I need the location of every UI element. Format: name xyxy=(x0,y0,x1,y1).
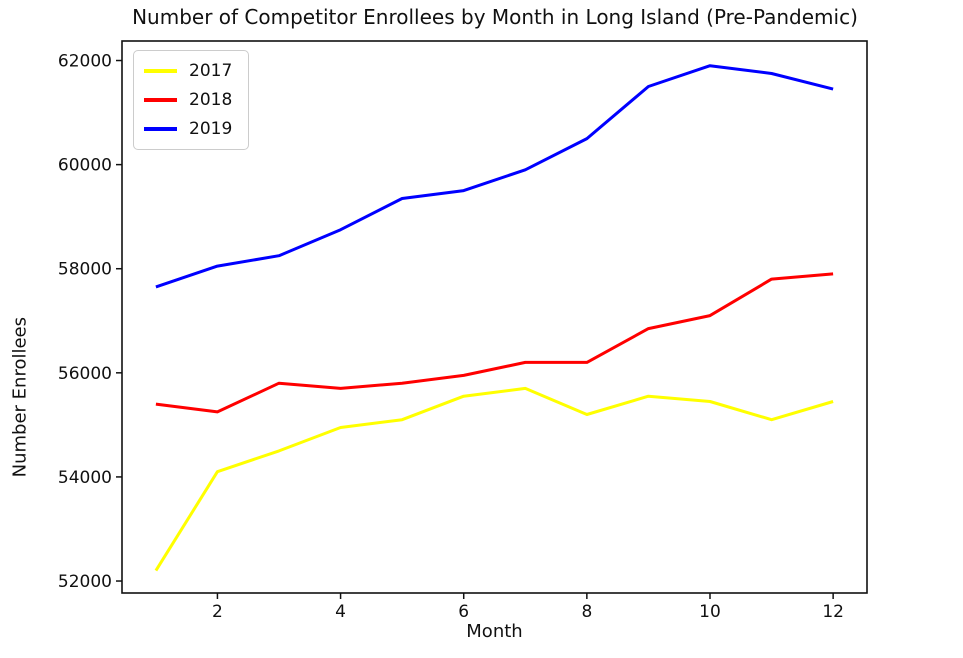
chart-title: Number of Competitor Enrollees by Month … xyxy=(132,5,858,29)
series-line-2018 xyxy=(155,272,834,414)
legend-line-swatch-2018 xyxy=(144,98,177,102)
x-tick-label: 4 xyxy=(335,602,346,622)
y-tick-label: 56000 xyxy=(58,364,112,384)
legend-label: 2019 xyxy=(189,119,233,139)
legend: 2017 2018 2019 xyxy=(133,50,250,150)
x-tick-label: 12 xyxy=(822,602,844,622)
x-axis-label: Month xyxy=(466,621,523,642)
legend-label: 2018 xyxy=(189,90,233,110)
series-line-2017 xyxy=(154,386,834,572)
y-tick-label: 52000 xyxy=(58,572,112,592)
legend-line-swatch-2017 xyxy=(144,69,177,73)
x-tick-label: 6 xyxy=(458,602,469,622)
y-tick-label: 58000 xyxy=(58,260,112,280)
legend-label: 2017 xyxy=(189,61,233,81)
y-axis-label-text: Number Enrollees xyxy=(9,316,30,478)
legend-entry-2018: 2018 xyxy=(144,86,232,114)
series-line-2019 xyxy=(155,64,834,289)
y-tick-label: 54000 xyxy=(58,468,112,488)
x-tick-label: 8 xyxy=(581,602,592,622)
legend-entry-2019: 2019 xyxy=(144,115,232,143)
y-tick-label: 62000 xyxy=(58,52,112,72)
legend-line-swatch-2019 xyxy=(144,127,177,131)
legend-entry-2017: 2017 xyxy=(144,57,232,85)
axes-spines xyxy=(121,40,868,594)
x-tick-label: 10 xyxy=(699,602,721,622)
x-tick-label: 2 xyxy=(212,602,223,622)
y-tick-label: 60000 xyxy=(58,156,112,176)
